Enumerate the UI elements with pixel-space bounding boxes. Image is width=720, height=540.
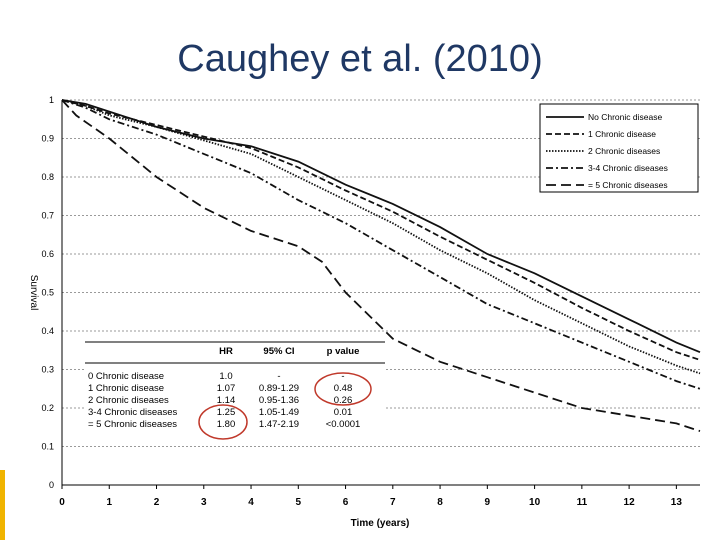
y-tick-labels: 0 0.1 0.2 0.3 0.4 0.5 0.6 0.7 0.8 0.9 1 — [41, 95, 54, 490]
legend-label: 2 Chronic diseases — [588, 146, 660, 156]
table-header: p value — [327, 346, 360, 357]
x-tick-label: 12 — [624, 497, 636, 508]
table-cell: 0.01 — [334, 407, 353, 418]
series-line-1 — [61, 99, 701, 361]
x-tick-label: 5 — [296, 497, 302, 508]
table-cell: 0.48 — [334, 383, 353, 394]
table-cell: 1.14 — [217, 395, 236, 406]
y-tick-label: 0.4 — [41, 326, 54, 336]
x-tick-label: 8 — [437, 497, 443, 508]
x-tick-label: 9 — [485, 497, 491, 508]
legend-label: = 5 Chronic diseases — [588, 180, 668, 190]
x-tick-label: 6 — [343, 497, 349, 508]
legend-label: 3-4 Chronic diseases — [588, 163, 668, 173]
table-header: 95% CI — [263, 346, 294, 357]
slide-title: Caughey et al. (2010) — [177, 38, 543, 80]
series-line-4 — [61, 99, 701, 432]
table-cell: 3-4 Chronic diseases — [88, 407, 177, 418]
y-tick-label: 0.6 — [41, 249, 54, 259]
table-cell: 1.07 — [217, 383, 236, 394]
table-cell: - — [341, 371, 344, 382]
series-line-3 — [61, 99, 701, 390]
table-cell: - — [277, 371, 280, 382]
hazard-ratio-table: HR 95% CI p value 0 Chronic disease 1.0 - - 1 C… — [85, 336, 385, 440]
pvalue-highlight — [314, 372, 372, 406]
legend-box — [539, 103, 699, 193]
table-cell: 2 Chronic diseases — [88, 395, 169, 406]
accent-bar — [0, 470, 5, 540]
table-background — [85, 336, 385, 438]
table-cell: 1 Chronic disease — [88, 383, 164, 394]
table-cell: 1.47-2.19 — [259, 419, 299, 430]
table-cell: 0 Chronic disease — [88, 371, 164, 382]
table-cell: 0.89-1.29 — [259, 383, 299, 394]
x-tick-labels: 0 1 2 3 4 5 6 7 8 9 10 11 12 13 — [59, 497, 682, 508]
y-tick-label: 0.3 — [41, 365, 54, 375]
x-tick-label: 7 — [390, 497, 396, 508]
table-cell: 0.95-1.36 — [259, 395, 299, 406]
y-tick-label: 0.1 — [41, 442, 54, 452]
series-line-2 — [61, 99, 701, 375]
table-cell: 0.26 — [334, 395, 353, 406]
table-cell: 1.80 — [217, 419, 236, 430]
y-tick-label: 0.8 — [41, 172, 54, 182]
table-header: HR — [219, 346, 233, 357]
y-axis-label: Survival — [28, 275, 39, 311]
table-cell: <0.0001 — [326, 419, 361, 430]
x-tick-label: 4 — [248, 497, 254, 508]
y-tick-label: 0 — [49, 480, 54, 490]
table-cell: = 5 Chronic diseases — [88, 419, 177, 430]
chart-axes — [61, 100, 700, 489]
x-tick-label: 3 — [201, 497, 207, 508]
table-cell: 1.05-1.49 — [259, 407, 299, 418]
x-axis-label: Time (years) — [351, 518, 410, 529]
y-tick-label: 0.5 — [41, 288, 54, 298]
x-tick-label: 0 — [59, 497, 65, 508]
y-tick-label: 0.2 — [41, 403, 54, 413]
legend-label: No Chronic disease — [588, 112, 662, 122]
table-cell: 1.25 — [217, 407, 236, 418]
x-tick-label: 10 — [529, 497, 541, 508]
y-tick-label: 0.7 — [41, 211, 54, 221]
series-lines — [61, 99, 701, 432]
y-tick-label: 1 — [49, 95, 54, 105]
table-cell: 1.0 — [219, 371, 232, 382]
x-tick-label: 13 — [671, 497, 683, 508]
hr-highlight — [198, 404, 248, 440]
legend: No Chronic disease 1 Chronic disease 2 Chr… — [539, 103, 699, 193]
legend-label: 1 Chronic disease — [588, 129, 656, 139]
x-tick-label: 1 — [106, 497, 112, 508]
x-tick-label: 2 — [154, 497, 160, 508]
x-tick-label: 11 — [577, 497, 588, 508]
y-tick-label: 0.9 — [41, 134, 54, 144]
